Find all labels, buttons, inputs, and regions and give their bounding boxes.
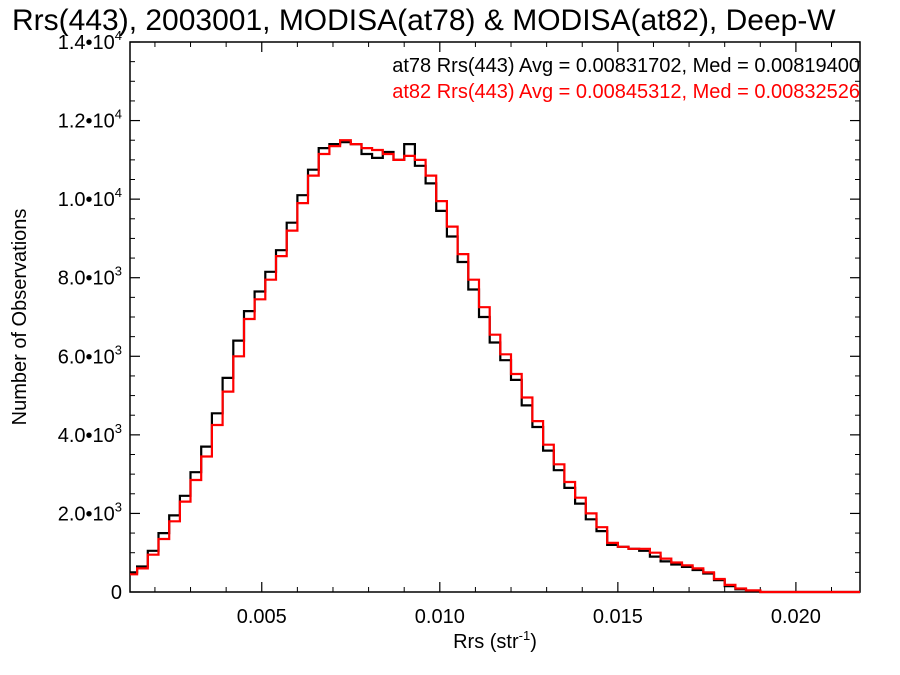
y-tick-label: 1.4•104 bbox=[58, 28, 122, 54]
y-tick-label: 6.0•103 bbox=[58, 342, 122, 368]
chart-title: Rrs(443), 2003001, MODISA(at78) & MODISA… bbox=[12, 4, 836, 37]
x-tick-label: 0.020 bbox=[771, 606, 821, 628]
plot-frame bbox=[129, 41, 861, 593]
series-line-at78 bbox=[130, 141, 860, 594]
y-tick-label: 8.0•103 bbox=[58, 264, 122, 290]
y-axis-label: Number of Observations bbox=[9, 209, 31, 426]
legend-label-at78: at78 Rrs(443) Avg = 0.00831702, Med = 0.… bbox=[392, 55, 860, 77]
y-axis-ticks: 0 2.0•103 4.0•103 6.0•103 8.0•103 1.0•104 1.2•… bbox=[58, 28, 860, 604]
y-tick-label: 0 bbox=[111, 582, 122, 604]
x-axis-label: Rrs (str-1) bbox=[453, 628, 537, 653]
y-tick-label: 1.0•104 bbox=[58, 185, 122, 211]
y-tick-label: 4.0•103 bbox=[58, 421, 122, 447]
y-tick-label: 2.0•103 bbox=[58, 499, 122, 525]
series-layer bbox=[130, 139, 860, 594]
x-tick-label: 0.005 bbox=[237, 606, 287, 628]
x-axis-ticks: 0.005 0.010 0.015 0.020 bbox=[154, 42, 833, 628]
legend-label-at82: at82 Rrs(443) Avg = 0.00845312, Med = 0.… bbox=[392, 81, 860, 103]
series-line-at82 bbox=[130, 139, 860, 594]
x-tick-label: 0.015 bbox=[593, 606, 643, 628]
y-tick-label: 1.2•104 bbox=[58, 107, 122, 133]
x-tick-label: 0.010 bbox=[415, 606, 465, 628]
